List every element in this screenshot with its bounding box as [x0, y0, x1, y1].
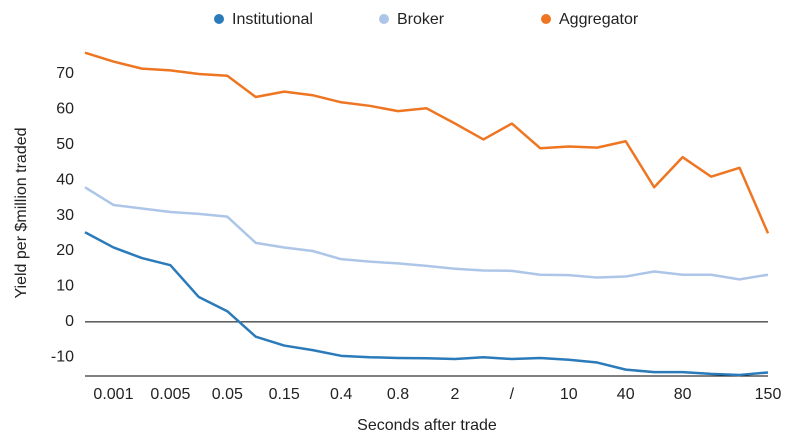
x-tick-label: 0.8 [387, 386, 409, 403]
series-line [84, 186, 769, 281]
y-tick-label: 40 [56, 171, 74, 188]
y-tick-label: 20 [56, 242, 74, 259]
series-line [84, 51, 770, 234]
x-tick-label: 80 [674, 386, 692, 403]
x-tick-label: 2 [451, 386, 460, 403]
y-tick-label: 70 [56, 65, 74, 82]
legend-marker [214, 14, 224, 24]
x-tick-label: 150 [755, 386, 782, 403]
legend-marker [379, 14, 389, 24]
y-tick-label: 10 [56, 278, 74, 295]
x-tick-label: 40 [617, 386, 635, 403]
x-tick-label: 0.15 [269, 386, 300, 403]
y-axis-title: Yield per $million traded [13, 127, 30, 298]
y-tick-label: 60 [56, 101, 74, 118]
x-tick-label: 0.005 [150, 386, 190, 403]
x-tick-label: / [510, 386, 515, 403]
y-tick-label: 30 [56, 207, 74, 224]
legend-label: Aggregator [559, 11, 639, 28]
legend-marker [541, 14, 551, 24]
x-tick-label: 10 [560, 386, 578, 403]
x-axis-title: Seconds after trade [357, 417, 497, 434]
x-tick-label: 0.05 [212, 386, 243, 403]
legend-label: Institutional [232, 11, 313, 28]
y-tick-label: -10 [51, 348, 74, 365]
x-tick-label: 0.4 [330, 386, 352, 403]
x-tick-label: 0.001 [93, 386, 133, 403]
y-tick-label: 0 [65, 313, 74, 330]
y-tick-label: 50 [56, 136, 74, 153]
legend-label: Broker [397, 11, 445, 28]
series-line [84, 231, 769, 377]
